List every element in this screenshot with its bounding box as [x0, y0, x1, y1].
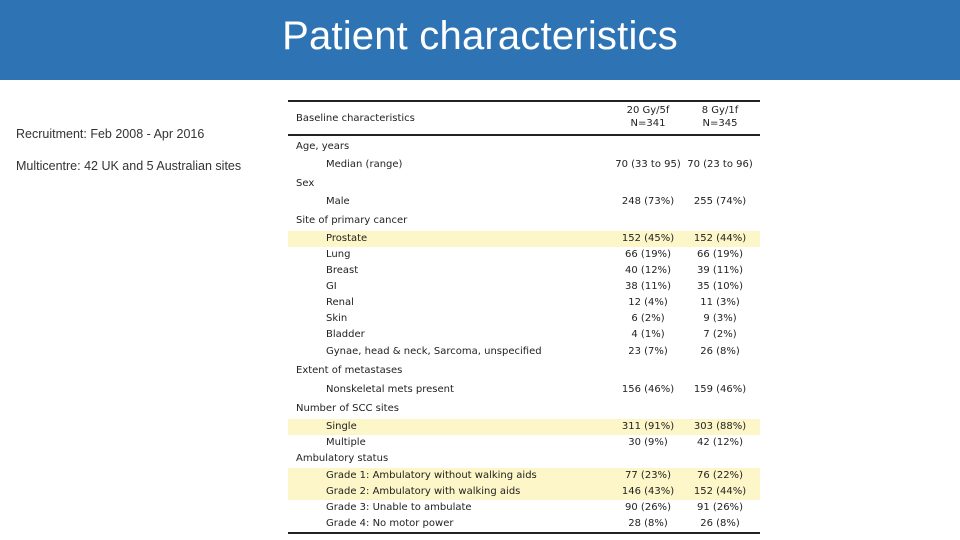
cell-20gy: 70 (33 to 95) — [615, 159, 681, 170]
row-category-label: Number of SCC sites — [296, 403, 399, 414]
table-row: Grade 2: Ambulatory with walking aids 146… — [288, 484, 760, 500]
cell-20gy: 248 (73%) — [621, 196, 675, 207]
row-category-label: Extent of metastases — [296, 365, 403, 376]
page-title: Patient characteristics — [282, 14, 678, 58]
cell-20gy: 30 (9%) — [628, 437, 668, 448]
row-label: Male — [326, 196, 350, 207]
row-label: Skin — [326, 313, 348, 324]
cell-20gy: 38 (11%) — [625, 281, 671, 292]
row-label: Bladder — [326, 329, 365, 340]
header-baseline-label: Baseline characteristics — [296, 113, 415, 124]
header-col-8gy: 8 Gy/1f N=345 — [670, 104, 770, 130]
cell-8gy: 159 (46%) — [693, 384, 747, 395]
table-row: GI 38 (11%) 35 (10%) — [288, 279, 760, 295]
table-row: Age, years — [288, 139, 760, 155]
table-row: Nonskeletal mets present 156 (46%) 159 (46… — [288, 382, 760, 398]
cell-8gy: 70 (23 to 96) — [687, 159, 753, 170]
cell-20gy: 90 (26%) — [625, 502, 671, 513]
table-row: Breast 40 (12%) 39 (11%) — [288, 263, 760, 279]
cell-8gy: 152 (44%) — [693, 233, 747, 244]
table-row: Number of SCC sites — [288, 401, 760, 417]
table-row: Gynae, head & neck, Sarcoma, unspecified… — [288, 344, 760, 360]
header-col-20gy-line1: 20 Gy/5f — [626, 105, 670, 116]
cell-20gy: 66 (19%) — [625, 249, 671, 260]
cell-20gy: 146 (43%) — [621, 486, 675, 497]
table-row: Skin 6 (2%) 9 (3%) — [288, 311, 760, 327]
cell-20gy: 6 (2%) — [631, 313, 665, 324]
table-header-rule — [288, 134, 760, 136]
cell-20gy: 311 (91%) — [621, 421, 675, 432]
multicentre-note: Multicentre: 42 UK and 5 Australian site… — [16, 159, 242, 173]
cell-8gy: 35 (10%) — [697, 281, 743, 292]
table-row: Renal 12 (4%) 11 (3%) — [288, 295, 760, 311]
table-header: Baseline characteristics 20 Gy/5f N=341 … — [288, 104, 760, 134]
row-label: GI — [326, 281, 337, 292]
row-category-label: Ambulatory status — [296, 453, 389, 464]
header-col-8gy-line1: 8 Gy/1f — [701, 105, 739, 116]
cell-8gy: 42 (12%) — [697, 437, 743, 448]
row-label: Nonskeletal mets present — [326, 384, 454, 395]
row-label: Renal — [326, 297, 354, 308]
row-category-label: Age, years — [296, 141, 350, 152]
row-category-label: Site of primary cancer — [296, 215, 408, 226]
cell-20gy: 23 (7%) — [628, 346, 668, 357]
table-row: Multiple 30 (9%) 42 (12%) — [288, 435, 760, 451]
cell-8gy: 7 (2%) — [703, 329, 737, 340]
cell-20gy: 28 (8%) — [628, 518, 668, 529]
row-label: Single — [326, 421, 357, 432]
header-col-20gy-line2: N=341 — [630, 118, 666, 129]
table-row: Bladder 4 (1%) 7 (2%) — [288, 327, 760, 343]
row-label: Median (range) — [326, 159, 403, 170]
row-label: Prostate — [326, 233, 368, 244]
table-row: Prostate 152 (45%) 152 (44%) — [288, 231, 760, 247]
table-row: Lung 66 (19%) 66 (19%) — [288, 247, 760, 263]
cell-8gy: 152 (44%) — [693, 486, 747, 497]
header-col-20gy: 20 Gy/5f N=341 — [598, 104, 698, 130]
cell-8gy: 255 (74%) — [693, 196, 747, 207]
table-row: Grade 1: Ambulatory without walking aids… — [288, 468, 760, 484]
cell-20gy: 152 (45%) — [621, 233, 675, 244]
table-row: Median (range) 70 (33 to 95) 70 (23 to 96) — [288, 157, 760, 173]
cell-8gy: 66 (19%) — [697, 249, 743, 260]
header-col-8gy-line2: N=345 — [702, 118, 738, 129]
cell-8gy: 39 (11%) — [697, 265, 743, 276]
row-label: Lung — [326, 249, 351, 260]
cell-8gy: 26 (8%) — [700, 346, 740, 357]
row-label: Grade 1: Ambulatory without walking aids — [326, 470, 537, 481]
cell-8gy: 91 (26%) — [697, 502, 743, 513]
cell-20gy: 156 (46%) — [621, 384, 675, 395]
cell-8gy: 303 (88%) — [693, 421, 747, 432]
cell-8gy: 9 (3%) — [703, 313, 737, 324]
cell-20gy: 12 (4%) — [628, 297, 668, 308]
table-row: Extent of metastases — [288, 363, 760, 379]
title-banner: Patient characteristics — [0, 0, 960, 80]
table-row: Single 311 (91%) 303 (88%) — [288, 419, 760, 435]
table-top-rule — [288, 100, 760, 102]
table-row: Male 248 (73%) 255 (74%) — [288, 194, 760, 210]
row-category-label: Sex — [296, 178, 315, 189]
recruitment-note: Recruitment: Feb 2008 - Apr 2016 — [16, 127, 205, 141]
cell-20gy: 40 (12%) — [625, 265, 671, 276]
cell-20gy: 77 (23%) — [625, 470, 671, 481]
row-label: Grade 2: Ambulatory with walking aids — [326, 486, 521, 497]
table-row: Grade 3: Unable to ambulate 90 (26%) 91 (2… — [288, 500, 760, 516]
table-bottom-rule — [288, 532, 760, 534]
table-row: Grade 4: No motor power 28 (8%) 26 (8%) — [288, 516, 760, 532]
row-label: Grade 3: Unable to ambulate — [326, 502, 472, 513]
row-label: Gynae, head & neck, Sarcoma, unspecified — [326, 346, 542, 357]
cell-8gy: 76 (22%) — [697, 470, 743, 481]
row-label: Breast — [326, 265, 359, 276]
table-row: Site of primary cancer — [288, 213, 760, 229]
cell-8gy: 11 (3%) — [700, 297, 740, 308]
cell-20gy: 4 (1%) — [631, 329, 665, 340]
cell-8gy: 26 (8%) — [700, 518, 740, 529]
table-row: Sex — [288, 176, 760, 192]
table-row: Ambulatory status — [288, 451, 760, 467]
row-label: Grade 4: No motor power — [326, 518, 454, 529]
row-label: Multiple — [326, 437, 366, 448]
